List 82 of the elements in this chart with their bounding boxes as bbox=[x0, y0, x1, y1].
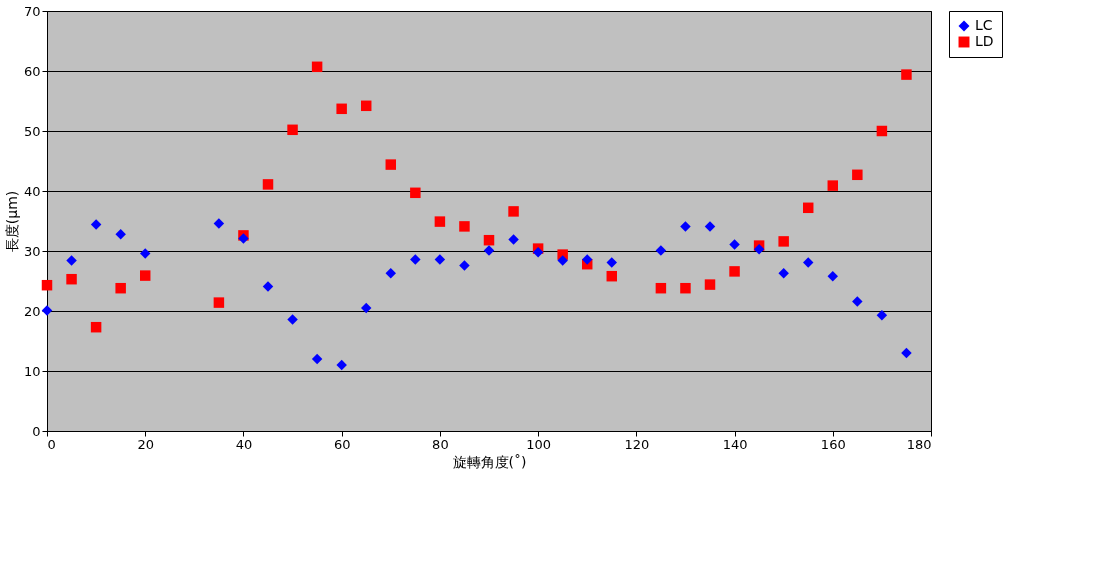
point bbox=[410, 187, 421, 199]
point bbox=[852, 169, 863, 181]
point bbox=[901, 347, 912, 359]
point bbox=[852, 296, 863, 307]
x-tick-label: 0 bbox=[47, 436, 56, 452]
point bbox=[262, 281, 274, 292]
point bbox=[508, 206, 519, 217]
y-tick-label: 30 bbox=[23, 243, 41, 259]
point bbox=[262, 179, 274, 190]
point bbox=[459, 221, 470, 232]
point bbox=[213, 297, 225, 308]
y-axis-title: 長度(μm) bbox=[3, 190, 20, 253]
point bbox=[655, 282, 667, 294]
y-tick-label: 10 bbox=[23, 363, 41, 379]
point bbox=[287, 314, 298, 325]
point bbox=[311, 353, 323, 365]
point bbox=[729, 266, 740, 277]
point bbox=[802, 202, 814, 214]
point bbox=[90, 219, 102, 230]
point bbox=[876, 309, 888, 321]
x-tick-label: 100 bbox=[526, 436, 552, 452]
x-tick-label: 20 bbox=[137, 436, 154, 452]
y-tick-label: 0 bbox=[32, 423, 41, 439]
point bbox=[901, 69, 912, 80]
point bbox=[876, 125, 888, 137]
x-axis-title: 旋轉角度(˚) bbox=[452, 453, 527, 470]
point bbox=[41, 279, 53, 291]
y-tick-label: 50 bbox=[23, 123, 41, 139]
point bbox=[655, 245, 667, 256]
legend-label: LC bbox=[975, 17, 993, 33]
point bbox=[704, 221, 716, 232]
point bbox=[139, 270, 151, 281]
point bbox=[115, 282, 126, 294]
point bbox=[704, 279, 716, 290]
y-tick-label: 60 bbox=[23, 63, 41, 79]
y-tick-label: 40 bbox=[23, 183, 41, 199]
point bbox=[532, 246, 544, 258]
point bbox=[483, 234, 495, 246]
x-tick-label: 80 bbox=[432, 436, 449, 452]
point bbox=[360, 100, 372, 112]
point bbox=[336, 359, 347, 371]
x-tick-label: 40 bbox=[235, 436, 253, 452]
point bbox=[557, 255, 568, 266]
point bbox=[778, 236, 789, 247]
point bbox=[680, 282, 691, 294]
point bbox=[385, 159, 397, 170]
point bbox=[213, 218, 225, 229]
point bbox=[66, 255, 77, 266]
point bbox=[66, 273, 77, 285]
point bbox=[115, 228, 126, 240]
point bbox=[410, 254, 421, 265]
point bbox=[680, 221, 691, 232]
point bbox=[778, 267, 789, 279]
point bbox=[606, 257, 618, 268]
legend-label: LD bbox=[975, 33, 994, 49]
x-tick-label: 60 bbox=[333, 436, 351, 452]
point bbox=[311, 61, 323, 73]
x-tick-label: 140 bbox=[722, 436, 748, 452]
point bbox=[360, 302, 372, 314]
y-tick-label: 20 bbox=[23, 303, 41, 319]
point bbox=[90, 321, 102, 333]
point bbox=[459, 260, 470, 271]
point bbox=[434, 254, 446, 265]
x-tick-label: 120 bbox=[624, 436, 650, 452]
point bbox=[827, 270, 839, 282]
point bbox=[287, 124, 298, 136]
y-tick-label: 70 bbox=[23, 3, 41, 19]
x-tick-label: 160 bbox=[820, 436, 846, 452]
point bbox=[753, 243, 765, 255]
x-tick-label: 180 bbox=[906, 436, 932, 452]
point bbox=[434, 216, 446, 227]
point bbox=[139, 248, 151, 259]
point bbox=[581, 254, 593, 265]
point bbox=[336, 103, 347, 115]
point bbox=[729, 239, 740, 250]
point bbox=[385, 267, 397, 279]
point bbox=[802, 257, 814, 268]
point bbox=[827, 180, 839, 191]
point bbox=[483, 245, 495, 256]
point bbox=[41, 305, 53, 316]
point bbox=[508, 234, 519, 245]
point bbox=[606, 270, 618, 282]
